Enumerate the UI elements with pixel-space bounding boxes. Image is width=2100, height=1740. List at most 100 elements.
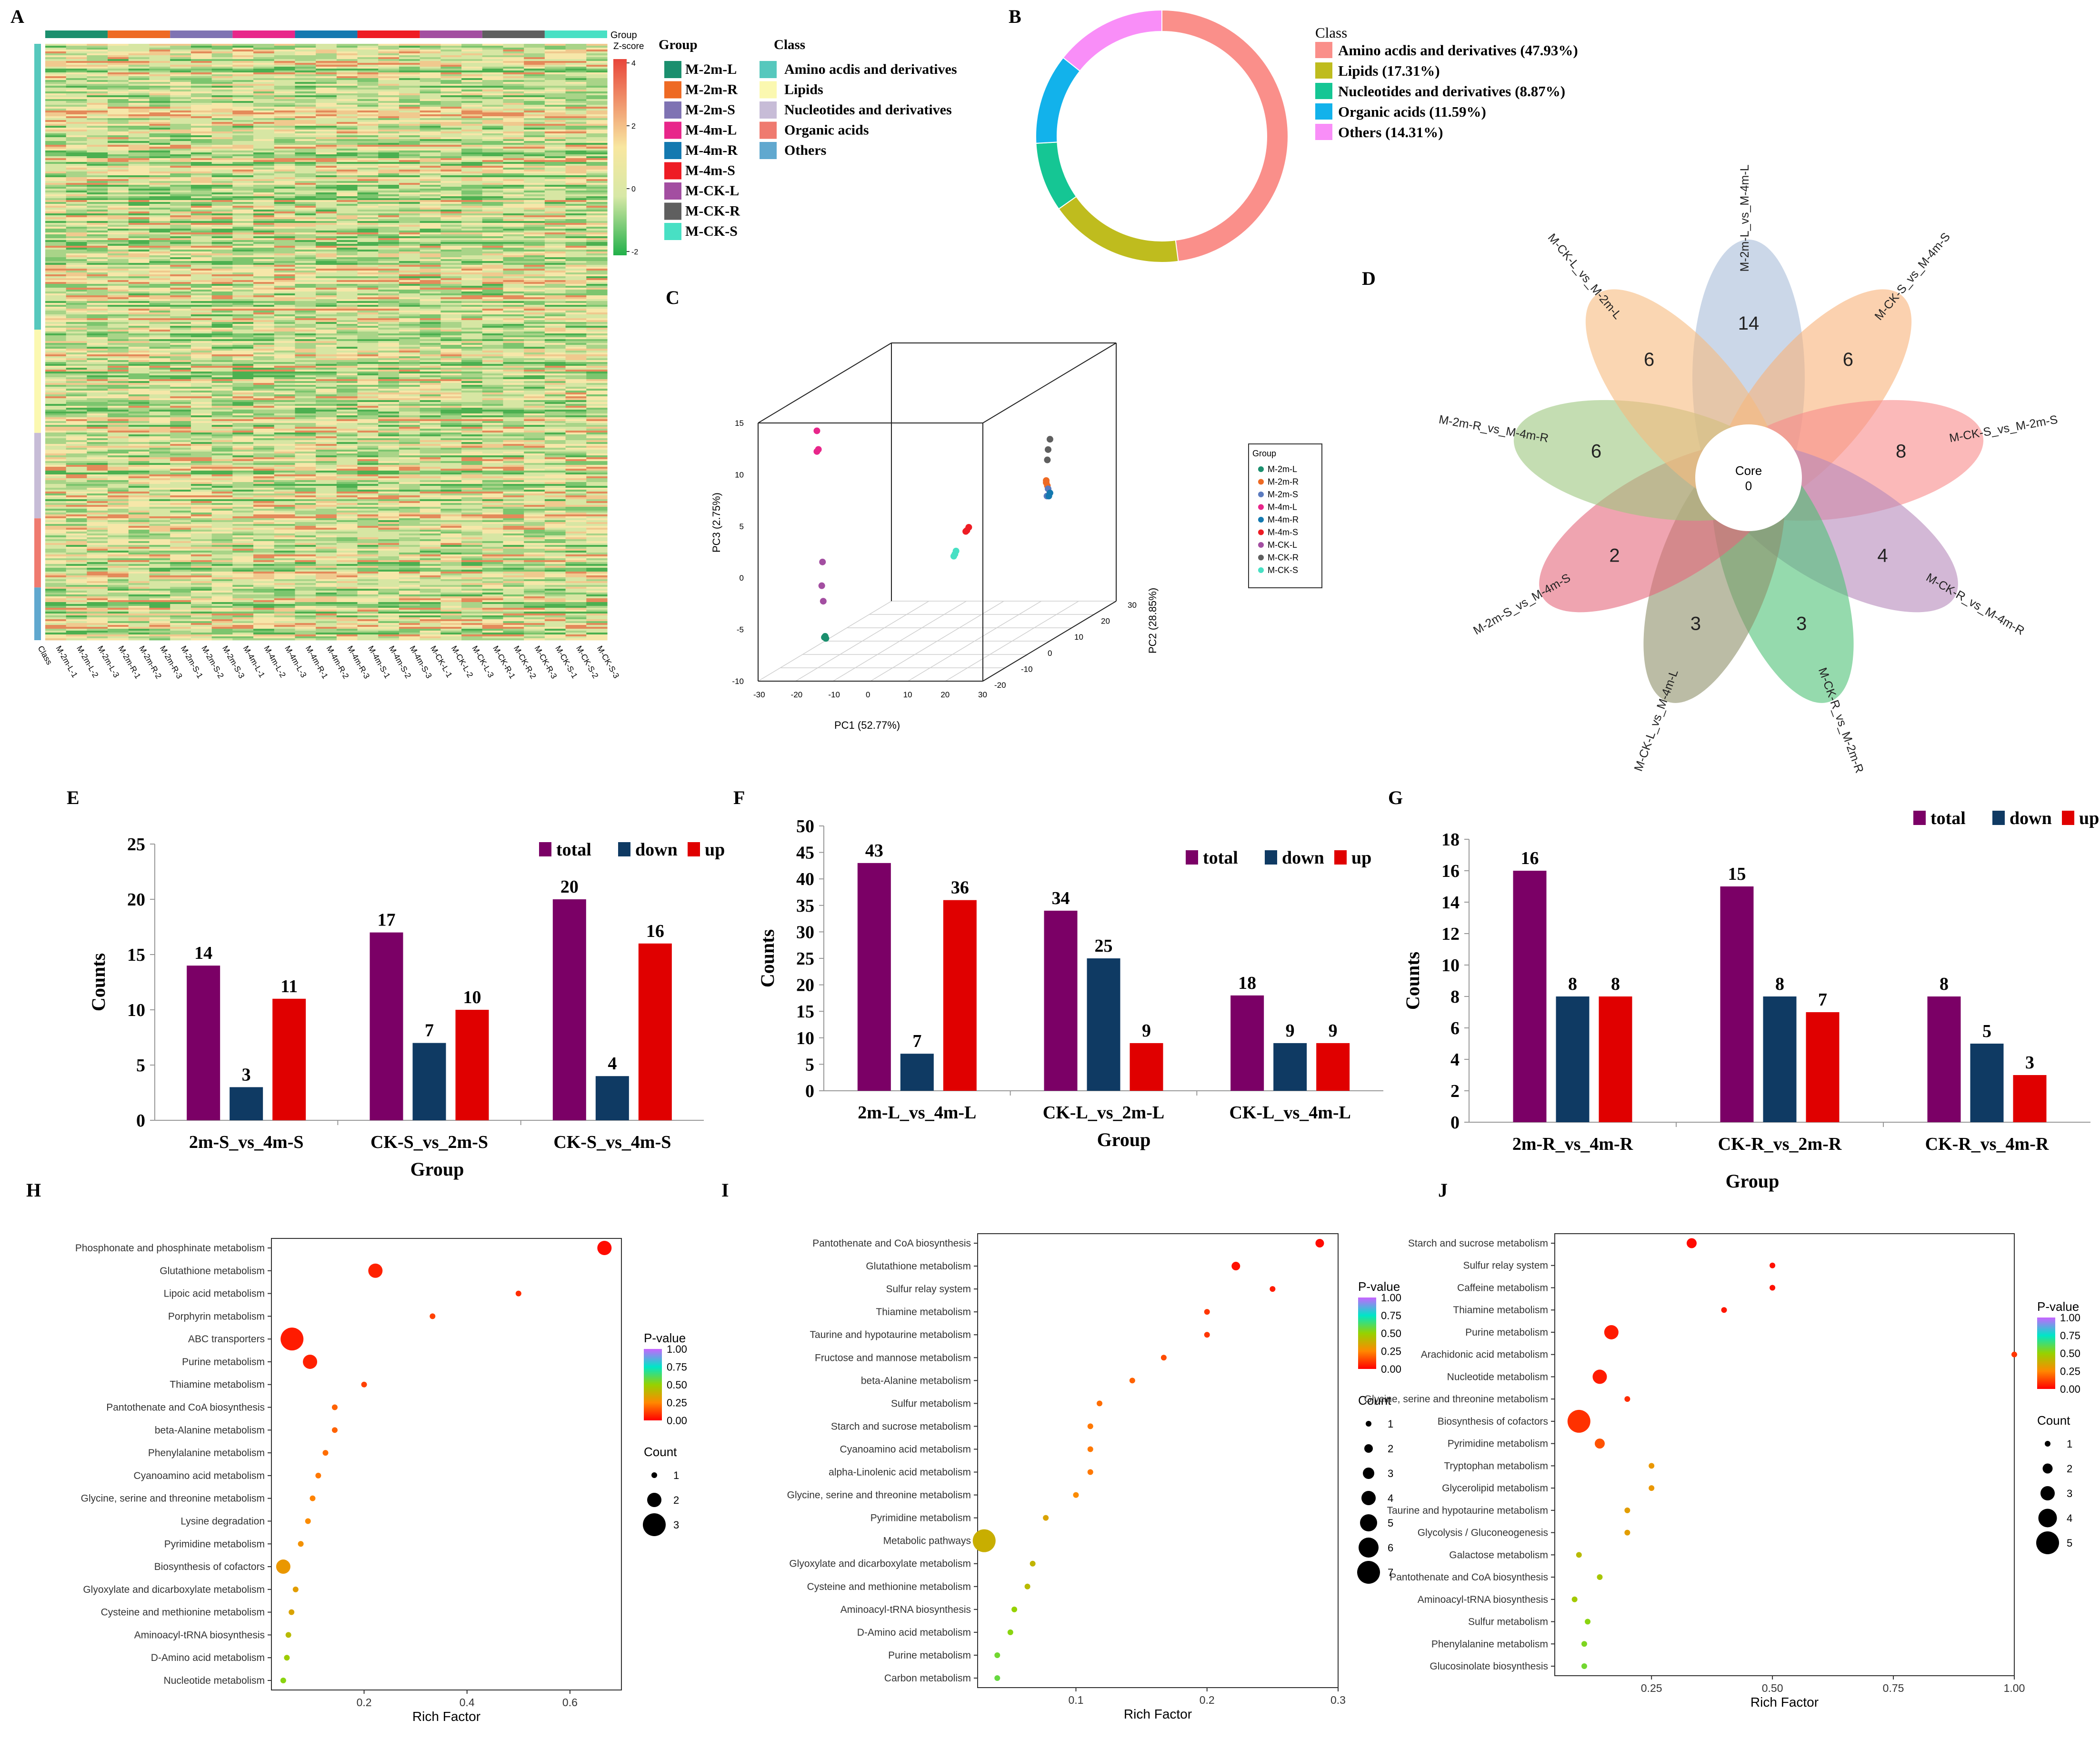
heatmap-cell: [503, 213, 524, 216]
heatmap-cell: [420, 383, 441, 385]
heatmap-cell: [399, 379, 420, 382]
heatmap-cell: [295, 349, 316, 351]
heatmap-cell: [524, 111, 545, 113]
heatmap-cell: [128, 391, 150, 393]
heatmap-cell: [66, 358, 87, 361]
heatmap-cell: [66, 250, 87, 252]
heatmap-cell: [565, 293, 587, 296]
heatmap-cell: [420, 181, 441, 183]
heatmap-cell: [503, 255, 524, 258]
heatmap-cell: [461, 171, 483, 174]
heatmap-cell: [316, 297, 337, 300]
heatmap-cell: [66, 93, 87, 96]
heatmap-cell: [378, 118, 400, 121]
heatmap-cell: [211, 276, 233, 279]
heatmap-cell: [440, 360, 462, 362]
heatmap-cell: [440, 274, 462, 277]
heatmap-cell: [461, 154, 483, 157]
heatmap-cell: [482, 379, 504, 382]
heatmap-cell: [336, 133, 358, 136]
heatmap-cell: [357, 126, 379, 128]
heatmap-cell: [66, 381, 87, 383]
heatmap-cell: [586, 93, 608, 96]
heatmap-cell: [378, 105, 400, 107]
heatmap-cell: [232, 240, 254, 242]
heatmap-cell: [524, 70, 545, 73]
heatmap-cell: [232, 204, 254, 206]
heatmap-cell: [108, 385, 129, 387]
heatmap-cell: [108, 158, 129, 161]
heatmap-cell: [357, 204, 379, 206]
heatmap-cell: [295, 200, 316, 202]
heatmap-cell: [232, 139, 254, 141]
heatmap-cell: [503, 72, 524, 75]
heatmap-cell: [149, 55, 170, 58]
heatmap-cell: [316, 307, 337, 309]
heatmap-cell: [420, 272, 441, 275]
heatmap-cell: [274, 343, 296, 345]
heatmap-cell: [357, 170, 379, 172]
heatmap-cell: [211, 97, 233, 100]
heatmap-cell: [524, 67, 545, 69]
heatmap-cell: [316, 50, 337, 52]
heatmap-cell: [524, 147, 545, 149]
heatmap-cell: [503, 347, 524, 349]
heatmap-cell: [565, 292, 587, 294]
heatmap-cell: [482, 297, 504, 300]
heatmap-cell: [45, 354, 67, 357]
heatmap-cell: [420, 387, 441, 389]
heatmap-cell: [149, 349, 170, 351]
heatmap-cell: [503, 168, 524, 170]
heatmap-cell: [399, 276, 420, 279]
heatmap-cell: [87, 227, 108, 229]
heatmap-cell: [128, 280, 150, 282]
heatmap-cell: [45, 373, 67, 376]
heatmap-cell: [357, 271, 379, 273]
heatmap-cell: [586, 272, 608, 275]
heatmap-cell: [565, 253, 587, 256]
heatmap-cell: [586, 240, 608, 242]
heatmap-cell: [128, 373, 150, 376]
heatmap-cell: [524, 187, 545, 189]
heatmap-cell: [420, 332, 441, 334]
heatmap-cell: [295, 206, 316, 208]
heatmap-cell: [586, 351, 608, 353]
heatmap-cell: [128, 255, 150, 258]
heatmap-cell: [357, 50, 379, 52]
heatmap-cell: [357, 351, 379, 353]
heatmap-cell: [482, 59, 504, 61]
heatmap-cell: [378, 223, 400, 225]
heatmap-cell: [128, 330, 150, 332]
heatmap-cell: [378, 95, 400, 98]
heatmap-cell: [378, 272, 400, 275]
heatmap-cell: [295, 143, 316, 145]
heatmap-cell: [544, 111, 566, 113]
heatmap-cell: [274, 271, 296, 273]
heatmap-cell: [66, 223, 87, 225]
heatmap-cell: [190, 152, 212, 155]
heatmap-cell: [440, 65, 462, 67]
heatmap-cell: [66, 131, 87, 134]
heatmap-cell: [170, 149, 191, 151]
heatmap-cell: [87, 381, 108, 383]
heatmap-cell: [440, 160, 462, 162]
heatmap-cell: [399, 352, 420, 355]
heatmap-cell: [211, 196, 233, 199]
heatmap-cell: [378, 128, 400, 130]
heatmap-cell: [482, 187, 504, 189]
heatmap-cell: [440, 295, 462, 298]
heatmap-cell: [232, 170, 254, 172]
heatmap-cell: [440, 309, 462, 311]
heatmap-cell: [503, 198, 524, 201]
heatmap-cell: [524, 364, 545, 366]
heatmap-cell: [295, 284, 316, 286]
heatmap-cell: [274, 128, 296, 130]
heatmap-cell: [149, 345, 170, 347]
heatmap-cell: [440, 248, 462, 250]
heatmap-cell: [586, 181, 608, 183]
heatmap-cell: [586, 352, 608, 355]
heatmap-cell: [399, 337, 420, 340]
heatmap-cell: [45, 229, 67, 231]
heatmap-cell: [461, 246, 483, 248]
heatmap-cell: [420, 55, 441, 58]
